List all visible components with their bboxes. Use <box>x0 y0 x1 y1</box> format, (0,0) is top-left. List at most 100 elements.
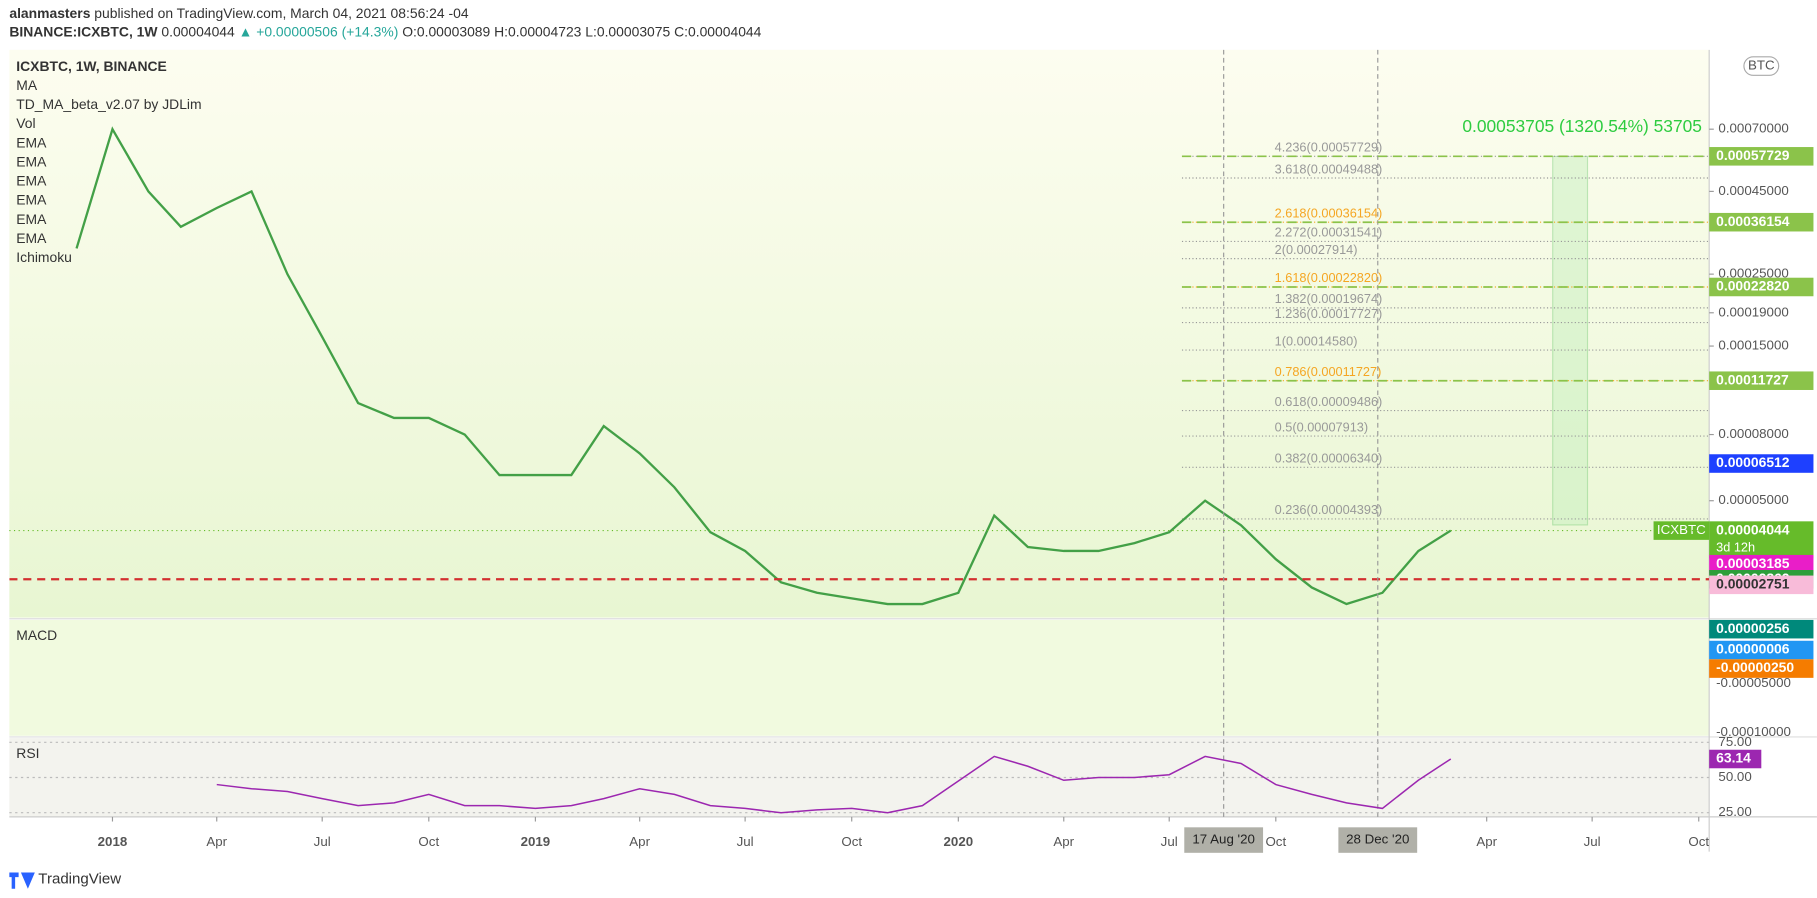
x-tick-label: Oct <box>1265 834 1286 849</box>
x-tick-label: Apr <box>1053 834 1074 849</box>
price-badge <box>1709 212 1814 232</box>
rsi-title: RSI <box>16 745 39 761</box>
currency: BTC <box>1748 58 1775 73</box>
fib-label: 2.272(0.00031541) <box>1275 225 1383 240</box>
price-badge <box>1709 521 1814 559</box>
fib-label: 0.236(0.00004393) <box>1275 502 1383 517</box>
date-badge <box>1184 827 1264 853</box>
fib-label: 4.236(0.00057729) <box>1275 140 1383 155</box>
legend-item: TD_MA_beta_v2.07 by JDLim <box>16 96 201 112</box>
fib-label: 0.786(0.00011727) <box>1275 364 1382 379</box>
macd-title: MACD <box>16 627 57 643</box>
price-badge <box>1709 277 1814 297</box>
y-tick-label: 0.00015000 <box>1718 338 1788 353</box>
macd-label: -0.00005000 <box>1716 675 1791 690</box>
legend-item: ICXBTC, 1W, BINANCE <box>16 58 167 74</box>
symbol-tag-label: ICXBTC <box>1657 522 1706 537</box>
macd-pane <box>9 619 1710 736</box>
currency-badge <box>1743 56 1780 76</box>
macd-label: 0.00000256 <box>1716 620 1790 636</box>
price-badge-label: 0.00036154 <box>1716 213 1790 229</box>
fib-label: 2.618(0.00036154) <box>1275 205 1383 220</box>
price-badge <box>1709 575 1814 595</box>
measure-box <box>1552 155 1589 526</box>
legend-item: Ichimoku <box>16 249 72 265</box>
fib-label: 2(0.00027914) <box>1275 242 1358 257</box>
x-tick-label: Oct <box>1688 834 1709 849</box>
x-tick-label: Apr <box>1476 834 1497 849</box>
x-tick-label: 2019 <box>521 834 551 849</box>
x-tick-label: Jul <box>314 834 331 849</box>
x-tick-label: Oct <box>841 834 862 849</box>
price-badge <box>1709 554 1814 574</box>
macd-label: 0.00000006 <box>1716 641 1790 657</box>
macd-label: -0.00010000 <box>1716 724 1791 739</box>
y-tick-label: 0.00005000 <box>1718 492 1788 507</box>
rsi-badge <box>1709 749 1762 769</box>
price-badge-label: 0.00057729 <box>1716 147 1790 163</box>
publisher: alanmasters <box>9 5 90 21</box>
fib-label: 1(0.00014580) <box>1275 333 1358 348</box>
price-badge-label: 0.00003185 <box>1716 555 1790 571</box>
legend-item: MA <box>16 77 38 93</box>
rsi-tick-label: 50.00 <box>1718 769 1751 784</box>
fib-label: 1.618(0.00022820) <box>1275 270 1383 285</box>
rsi-tick-label: 75.00 <box>1718 734 1751 749</box>
x-tick-label: Jul <box>1161 834 1178 849</box>
x-tick-label: Jul <box>1584 834 1601 849</box>
macd-badge <box>1709 619 1814 639</box>
price-badge <box>1709 147 1814 166</box>
header: alanmasters published on TradingView.com… <box>9 5 468 21</box>
symbol: BINANCE:ICXBTC, 1W <box>9 23 158 39</box>
price-badge-label: 0.00022820 <box>1716 278 1790 294</box>
rsi-badge-label: 63.14 <box>1716 750 1751 766</box>
macd-label: -0.00000250 <box>1716 659 1794 675</box>
legend-item: EMA <box>16 230 47 246</box>
y-tick-label: 0.00008000 <box>1718 426 1788 441</box>
footer: TradingView <box>9 870 121 889</box>
legend-item: EMA <box>16 153 47 169</box>
fib-label: 1.236(0.00017727) <box>1275 306 1383 321</box>
measure-label: 0.00053705 (1320.54%) 53705 <box>1462 116 1702 136</box>
legend-item: EMA <box>16 211 47 227</box>
fib-label: 0.618(0.00009486) <box>1275 394 1383 409</box>
rsi-pane <box>9 738 1710 817</box>
x-tick-label: 2020 <box>944 834 974 849</box>
open: O:0.00003089 <box>402 23 490 39</box>
fib-label: 0.382(0.00006340) <box>1275 451 1383 466</box>
price-badge-label: 0.00002751 <box>1716 576 1790 592</box>
y-tick-label: 0.00070000 <box>1718 121 1788 136</box>
y-tick-label: 0.00019000 <box>1718 304 1788 319</box>
legend-item: EMA <box>16 173 47 189</box>
x-tick-label: Apr <box>206 834 227 849</box>
logo <box>9 872 35 889</box>
legend-item: Vol <box>16 115 35 131</box>
macd-badge <box>1709 659 1814 678</box>
price-badge <box>1709 454 1814 473</box>
x-tick-label: 2018 <box>98 834 128 849</box>
change: ▲ +0.00000506 (+14.3%) <box>239 23 399 39</box>
date-badge <box>1338 827 1418 853</box>
last: 0.00004044 <box>161 23 235 39</box>
legend-item: EMA <box>16 192 47 208</box>
y-tick-label: 0.00025000 <box>1718 266 1788 281</box>
footer-text: TradingView <box>38 870 121 887</box>
fib-label: 1.382(0.00019674) <box>1275 291 1383 306</box>
y-tick-label: 0.00045000 <box>1718 183 1788 198</box>
rsi-tick-label: 25.00 <box>1718 804 1751 819</box>
fib-label: 3.618(0.00049488) <box>1275 161 1383 176</box>
ohlc: BINANCE:ICXBTC, 1W 0.00004044 ▲ +0.00000… <box>9 23 761 39</box>
published: published on TradingView.com, March 04, … <box>94 5 469 21</box>
price-badge-label: 0.00006512 <box>1716 454 1790 470</box>
symbol-tag <box>1653 521 1710 540</box>
low: L:0.00003075 <box>585 23 670 39</box>
legend-item: EMA <box>16 134 47 150</box>
date-label: 28 Dec '20 <box>1346 832 1409 847</box>
date-label: 17 Aug '20 <box>1192 832 1255 847</box>
price-badge-label: 0.00004044 <box>1716 521 1790 537</box>
x-tick-label: Jul <box>737 834 754 849</box>
countdown: 3d 12h <box>1716 539 1755 554</box>
x-tick-label: Apr <box>629 834 650 849</box>
x-tick-label: Oct <box>418 834 439 849</box>
